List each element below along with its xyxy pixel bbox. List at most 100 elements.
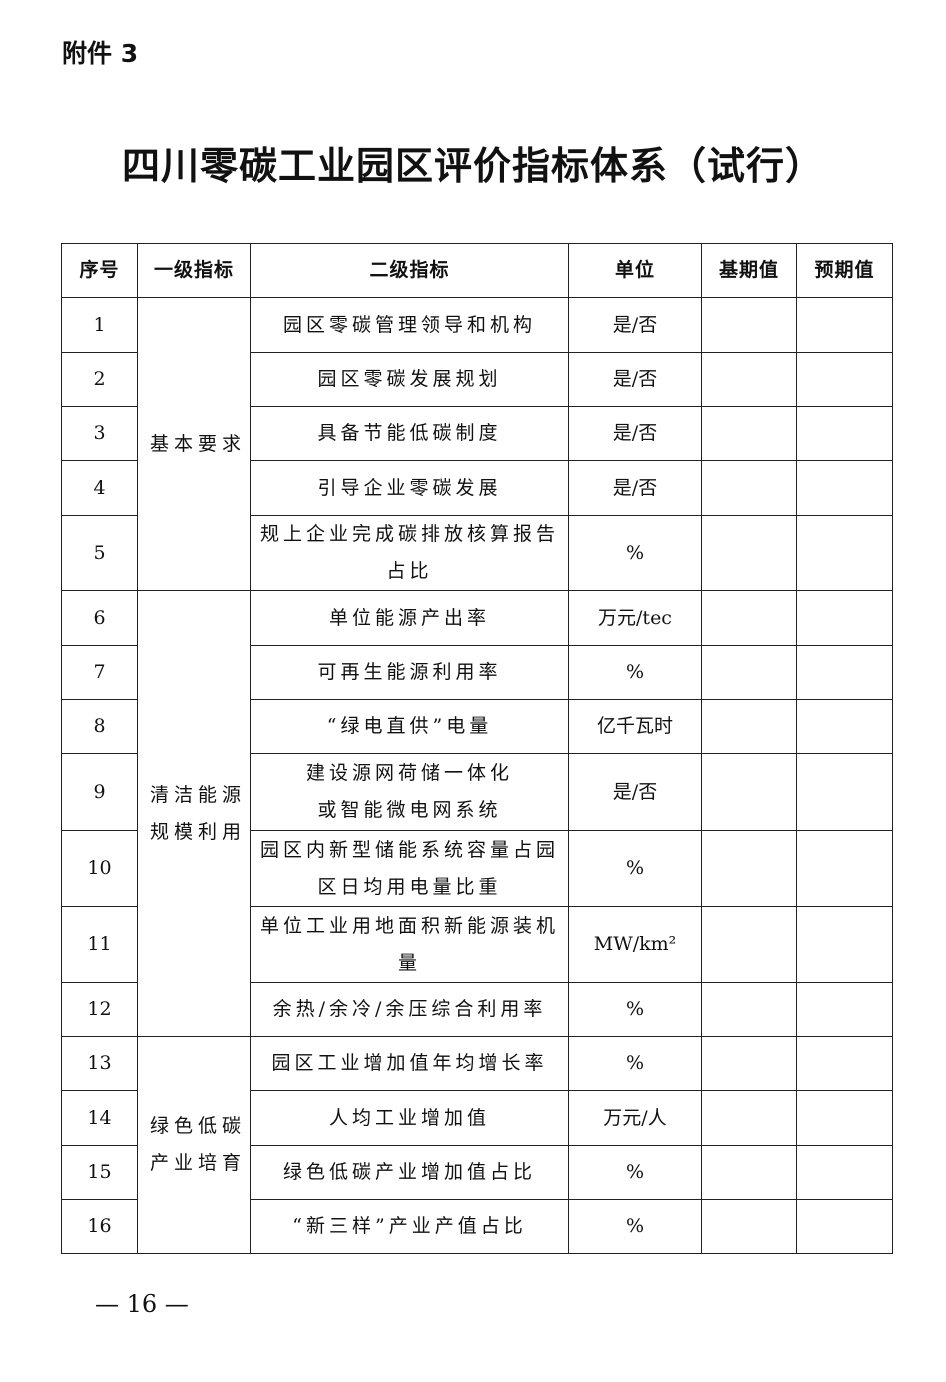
header-expected-value: 预期值 — [796, 243, 893, 298]
base-value-cell — [701, 460, 797, 516]
row-number: 1 — [61, 297, 138, 353]
base-value-cell — [701, 515, 797, 591]
row-number: 10 — [61, 830, 138, 907]
unit: 万元/tec — [568, 590, 702, 646]
level2-indicator: 园区零碳管理领导和机构 — [250, 297, 569, 353]
indicator-table: 序号 一级指标 二级指标 单位 基期值 预期值 1 基本要求 园区零碳管理领导和机构… — [61, 243, 893, 1254]
expected-value-cell — [796, 297, 893, 353]
table-row: 13 绿色低碳 产业培育 园区工业增加值年均增长率% — [61, 1036, 893, 1254]
unit: % — [568, 1036, 702, 1091]
table-row: 1 基本要求 园区零碳管理领导和机构 是/否 — [61, 297, 893, 591]
row-number: 7 — [61, 645, 138, 700]
row-number: 16 — [61, 1199, 138, 1254]
row-number: 9 — [61, 753, 138, 831]
level2-indicator: 绿色低碳产业增加值占比 — [250, 1145, 569, 1200]
level2-indicator: 引导企业零碳发展 — [250, 460, 569, 516]
base-value-cell — [701, 1090, 797, 1146]
expected-value-cell — [796, 753, 893, 831]
level1-indicator: 基本要求 — [137, 297, 251, 591]
unit: 万元/人 — [568, 1090, 702, 1146]
expected-value-cell — [796, 590, 893, 646]
unit: 是/否 — [568, 352, 702, 407]
expected-value-cell — [796, 1090, 893, 1146]
level2-indicator: 建设源网荷储一体化 或智能微电网系统 — [250, 753, 569, 831]
row-number: 13 — [61, 1036, 138, 1091]
base-value-cell — [701, 753, 797, 831]
attachment-label: 附件 3 — [62, 39, 139, 68]
level2-indicator: 人均工业增加值 — [250, 1090, 569, 1146]
header-base-value: 基期值 — [701, 243, 797, 298]
level2-indicator: 园区工业增加值年均增长率 — [250, 1036, 569, 1091]
expected-value-cell — [796, 1199, 893, 1254]
unit: MW/km² — [568, 906, 702, 983]
row-number: 3 — [61, 406, 138, 461]
level2-indicator: 规上企业完成碳排放核算报告 占比 — [250, 515, 569, 591]
level2-indicator: 园区零碳发展规划 — [250, 352, 569, 407]
expected-value-cell — [796, 699, 893, 754]
level2-indicator: 单位能源产出率 — [250, 590, 569, 646]
header-level2: 二级指标 — [250, 243, 569, 298]
unit: % — [568, 515, 702, 591]
row-number: 2 — [61, 352, 138, 407]
base-value-cell — [701, 1199, 797, 1254]
level2-indicator: 具备节能低碳制度 — [250, 406, 569, 461]
base-value-cell — [701, 352, 797, 407]
expected-value-cell — [796, 1036, 893, 1091]
expected-value-cell — [796, 352, 893, 407]
header-level1: 一级指标 — [137, 243, 251, 298]
row-number: 6 — [61, 590, 138, 646]
row-number: 15 — [61, 1145, 138, 1200]
row-number: 12 — [61, 982, 138, 1037]
unit: 是/否 — [568, 297, 702, 353]
unit: % — [568, 982, 702, 1037]
level1-indicator: 清洁能源 规模利用 — [137, 590, 251, 1037]
base-value-cell — [701, 982, 797, 1037]
base-value-cell — [701, 699, 797, 754]
table-row: 14 人均工业增加值 万元/人 — [61, 1090, 893, 1146]
level2-indicator: “新三样”产业产值占比 — [250, 1199, 569, 1254]
row-number: 5 — [61, 515, 138, 591]
table-row: 7 可再生能源利用率% — [61, 645, 893, 700]
table-row: 9 建设源网荷储一体化 或智能微电网系统 是/否 — [61, 753, 893, 831]
expected-value-cell — [796, 1145, 893, 1200]
unit: % — [568, 645, 702, 700]
base-value-cell — [701, 297, 797, 353]
document-title: 四川零碳工业园区评价指标体系（试行） — [121, 144, 824, 188]
unit: % — [568, 830, 702, 907]
table-row: 10 园区内新型储能系统容量占园 区日均用电量比重% — [61, 830, 893, 907]
unit: % — [568, 1199, 702, 1254]
row-number: 8 — [61, 699, 138, 754]
table-row: 16 “新三样”产业产值占比% — [61, 1199, 893, 1254]
table-row: 11 单位工业用地面积新能源装机 量 MW/km² — [61, 906, 893, 983]
header-no: 序号 — [61, 243, 138, 298]
row-number: 4 — [61, 460, 138, 516]
row-number: 14 — [61, 1090, 138, 1146]
base-value-cell — [701, 830, 797, 907]
expected-value-cell — [796, 982, 893, 1037]
table-row: 5 规上企业完成碳排放核算报告 占比% — [61, 515, 893, 591]
header-unit: 单位 — [568, 243, 702, 298]
base-value-cell — [701, 645, 797, 700]
expected-value-cell — [796, 460, 893, 516]
table-row: 6 清洁能源 规模利用 单位能源产出率 万元/tec — [61, 590, 893, 1037]
level1-indicator: 绿色低碳 产业培育 — [137, 1036, 251, 1254]
table-header-row: 序号 一级指标 二级指标 单位 基期值 预期值 — [61, 243, 893, 298]
table-row: 15 绿色低碳产业增加值占比% — [61, 1145, 893, 1200]
table-row: 2 园区零碳发展规划 是/否 — [61, 352, 893, 407]
unit: 亿千瓦时 — [568, 699, 702, 754]
level2-indicator: 可再生能源利用率 — [250, 645, 569, 700]
expected-value-cell — [796, 645, 893, 700]
unit: 是/否 — [568, 460, 702, 516]
expected-value-cell — [796, 906, 893, 983]
base-value-cell — [701, 590, 797, 646]
level2-indicator: “绿电直供”电量 — [250, 699, 569, 754]
level2-indicator: 余热/余冷/余压综合利用率 — [250, 982, 569, 1037]
unit: % — [568, 1145, 702, 1200]
level2-indicator: 园区内新型储能系统容量占园 区日均用电量比重 — [250, 830, 569, 907]
row-number: 11 — [61, 906, 138, 983]
expected-value-cell — [796, 830, 893, 907]
base-value-cell — [701, 906, 797, 983]
base-value-cell — [701, 1145, 797, 1200]
base-value-cell — [701, 406, 797, 461]
table-row: 3 具备节能低碳制度 是/否 — [61, 406, 893, 461]
